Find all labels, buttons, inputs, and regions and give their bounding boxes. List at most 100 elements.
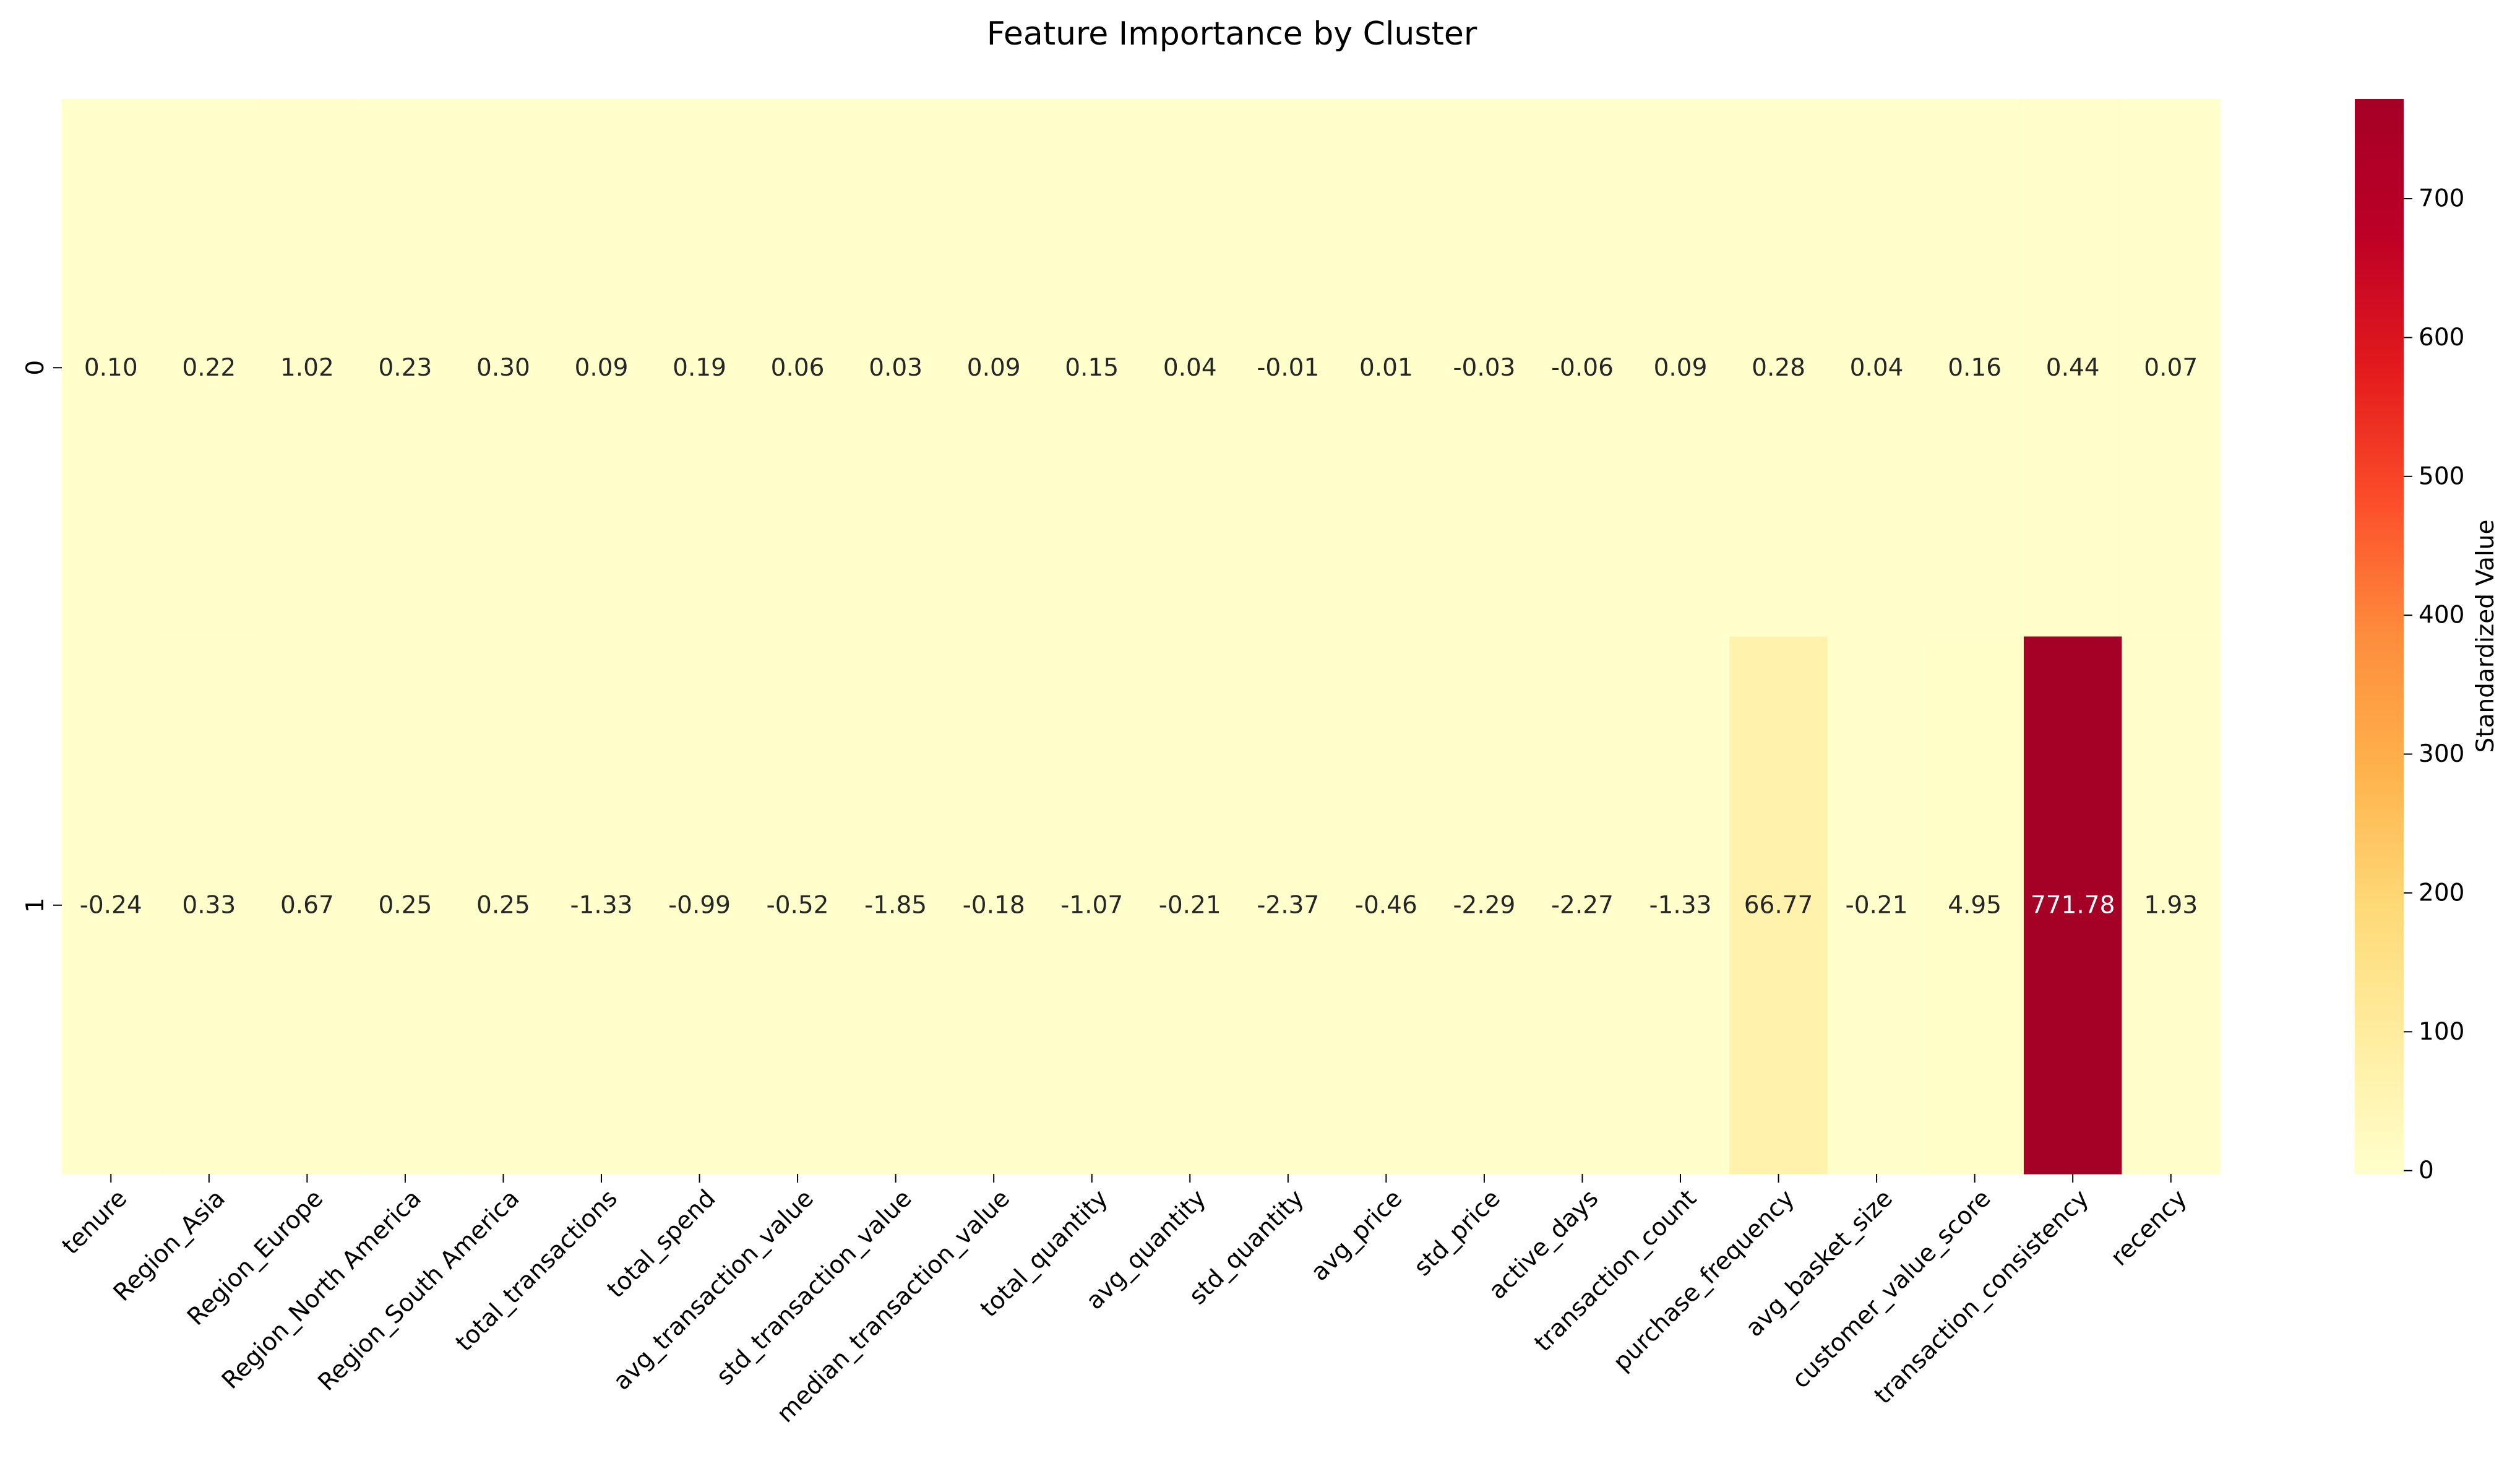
cell-value-label: 0.01: [1359, 354, 1413, 382]
cell-value-label: 0.28: [1752, 354, 1805, 382]
cell-value-label: -1.07: [1060, 891, 1123, 919]
colorbar-tick-label: 0: [2419, 1157, 2434, 1184]
heatmap-cell: [258, 99, 357, 637]
x-tick-label: tenure: [57, 1184, 132, 1260]
heatmap-cell: [1631, 99, 1730, 637]
heatmap-cell: [1729, 636, 1828, 1175]
heatmap-cell: [1043, 99, 1142, 637]
cell-value-label: 0.16: [1948, 354, 2002, 382]
cell-value-label: 0.15: [1065, 354, 1119, 382]
cell-value-label: -0.21: [1846, 891, 1908, 919]
cell-value-label: -0.52: [767, 891, 829, 919]
heatmap-cell: [160, 99, 259, 637]
heatmap-cell: [356, 99, 455, 637]
x-tick-label: std_price: [1409, 1184, 1506, 1282]
cell-value-label: -2.27: [1551, 891, 1614, 919]
heatmap-cell: [2122, 636, 2221, 1175]
heatmap-cell: [1141, 636, 1240, 1175]
heatmap-cell: [160, 636, 259, 1175]
cell-value-label: 0.19: [673, 354, 726, 382]
heatmap-cell: [650, 99, 749, 637]
heatmap-cell: [1043, 636, 1142, 1175]
heatmap-cell: [552, 99, 651, 637]
heatmap-cell: [356, 636, 455, 1175]
colorbar-tick-label: 600: [2419, 324, 2464, 351]
cell-value-label: 0.09: [1654, 354, 1708, 382]
cell-value-label: 0.09: [967, 354, 1021, 382]
heatmap-cell: [1827, 636, 1926, 1175]
heatmap-cell: [454, 99, 553, 637]
cell-value-label: 0.22: [182, 354, 236, 382]
colorbar-tick-label: 500: [2419, 462, 2464, 490]
heatmap-cell: [1533, 636, 1632, 1175]
x-tick-label: avg_transaction_value: [608, 1184, 819, 1395]
cell-value-label: -2.29: [1453, 891, 1515, 919]
cell-value-label: 0.10: [84, 354, 138, 382]
cell-value-label: -0.46: [1355, 891, 1417, 919]
cell-value-label: 0.07: [2144, 354, 2198, 382]
cell-value-label: -0.01: [1257, 354, 1319, 382]
heatmap-cell: [62, 636, 161, 1175]
heatmap-cell: [1729, 99, 1828, 637]
heatmap-cell: [552, 636, 651, 1175]
heatmap-cell: [1141, 99, 1240, 637]
cell-value-label: 1.02: [280, 354, 334, 382]
heatmap-cell: [944, 636, 1044, 1175]
colorbar: 0 100 200 300 400 500 600 700 Standardized Valu…: [2355, 99, 2500, 1184]
heatmap-cell: [1533, 99, 1632, 637]
heatmap-cell: [1827, 99, 1926, 637]
heatmap-cell: [258, 636, 357, 1175]
heatmap-cell: [454, 636, 553, 1175]
x-tick-label: Region_South America: [313, 1184, 525, 1397]
cell-value-label: 66.77: [1744, 891, 1813, 919]
colorbar-gradient: [2355, 99, 2404, 1174]
cell-value-label: -0.21: [1159, 891, 1221, 919]
cell-value-label: -1.33: [570, 891, 633, 919]
heatmap-cell: [1925, 636, 2024, 1175]
x-tick-label: total_transactions: [450, 1184, 623, 1357]
y-tick-label: 1: [22, 897, 49, 913]
cell-value-label: -2.37: [1257, 891, 1319, 919]
cell-value-label: 0.25: [476, 891, 530, 919]
heatmap-cell: [2023, 99, 2123, 637]
heatmap-cell: [748, 99, 847, 637]
colorbar-tick-label: 100: [2419, 1018, 2464, 1046]
heatmap-cell: [1239, 636, 1338, 1175]
heatmap-cell: [1435, 636, 1534, 1175]
x-tick-label: avg_price: [1305, 1184, 1408, 1287]
heatmap-cell: [1337, 99, 1436, 637]
colorbar-tick-label: 700: [2419, 185, 2464, 213]
y-tick-label: 0: [22, 360, 49, 376]
cell-value-label: -0.99: [668, 891, 731, 919]
cell-value-label: 0.06: [771, 354, 825, 382]
heatmap-cell: [2122, 99, 2221, 637]
cell-value-label: -0.06: [1551, 354, 1614, 382]
x-tick-label: recency: [2105, 1184, 2193, 1272]
cell-value-label: 0.44: [2046, 354, 2100, 382]
cell-value-label: -1.85: [864, 891, 927, 919]
cell-value-label: 0.04: [1163, 354, 1217, 382]
cell-value-label: -0.18: [963, 891, 1025, 919]
x-tick-label: purchase_frequency: [1608, 1184, 1800, 1377]
colorbar-label: Standardized Value: [2472, 520, 2500, 753]
heatmap-cell: [1631, 636, 1730, 1175]
heatmap-cell: [650, 636, 749, 1175]
colorbar-tick-label: 200: [2419, 879, 2464, 907]
heatmap-cell: [846, 636, 945, 1175]
heatmap-cell: [944, 99, 1044, 637]
heatmap-cell: [1925, 99, 2024, 637]
x-tick-label: std_transaction_value: [711, 1184, 917, 1391]
colorbar-tick-label: 400: [2419, 601, 2464, 629]
cell-value-label: -1.33: [1649, 891, 1712, 919]
heatmap-cells: [62, 99, 2221, 1175]
chart-title: Feature Importance by Cluster: [987, 15, 1477, 53]
cell-value-labels: 0.10 0.22 1.02 0.23 0.30 0.09 0.19 0.06 0.03 0.09…: [80, 354, 2198, 920]
cell-value-label: 0.23: [378, 354, 432, 382]
x-axis: tenureRegion_AsiaRegion_EuropeRegion_Nor…: [57, 1174, 2193, 1428]
heatmap-cell: [1239, 99, 1338, 637]
cell-value-label: 0.33: [182, 891, 236, 919]
cell-value-label: 0.30: [476, 354, 530, 382]
x-tick-label: customer_value_score: [1787, 1184, 1997, 1394]
cell-value-label: 4.95: [1948, 891, 2002, 919]
x-tick-label: transaction_count: [1529, 1184, 1702, 1357]
